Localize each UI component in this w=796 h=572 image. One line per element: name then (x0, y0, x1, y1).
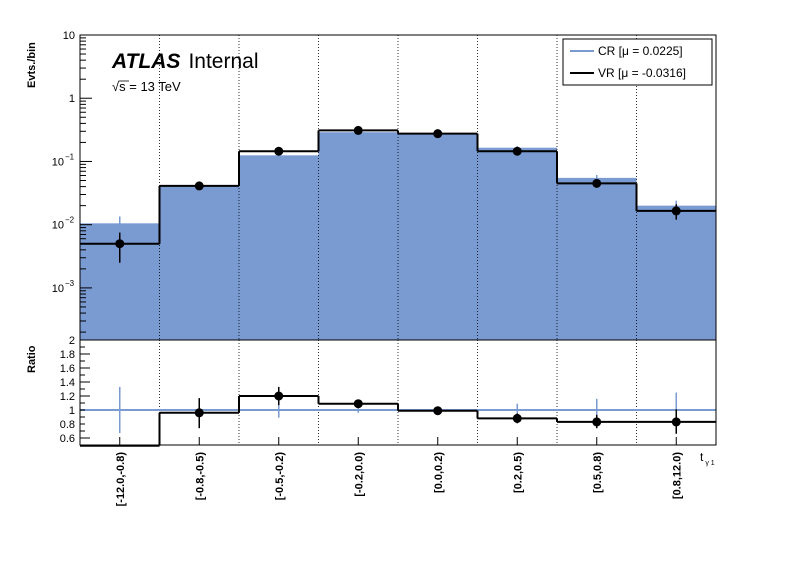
legend-cr-label: CR [μ = 0.0225] (598, 44, 683, 58)
ratio-y-tick-label-5: 1.4 (60, 377, 75, 389)
x-category-label-3: [-0.5,-0.2) (274, 452, 286, 501)
ratio-y-tick-label-3: 1 (69, 405, 75, 417)
x-axis-title-sub: γ 1 (705, 460, 714, 467)
x-category-label-5: [0.0,0.2) (433, 452, 445, 493)
atlas-status: Internal (188, 50, 258, 73)
vr-point-6 (512, 146, 522, 156)
ratio-y-tick-label-7: 1.8 (60, 349, 75, 361)
cr-bar-8 (636, 205, 716, 340)
vr-point-8 (671, 206, 681, 216)
main-y-tick-label-4: 10 (52, 220, 64, 232)
vr-point-3 (274, 146, 284, 156)
legend-vr-label: VR [μ = -0.0316] (598, 66, 686, 80)
main-y-tick-label-2: 1 (69, 93, 75, 105)
ratio-y-tick-label-2: 0.8 (60, 419, 75, 431)
main-y-tick-label-5: 10 (52, 283, 64, 295)
vr-point-2 (194, 181, 204, 191)
ratio-y-axis: 0.6 0.8 1 1.2 1.4 1.6 1.8 2 (60, 335, 90, 446)
main-y-tick-exp-4: −2 (65, 216, 75, 225)
main-y-axis-title: Evts./bin (26, 42, 38, 88)
vr-point-1 (115, 239, 125, 249)
vr-point-7 (592, 178, 602, 188)
cr-bar-7 (557, 177, 637, 340)
vr-point-4 (353, 125, 363, 135)
x-category-label-7: [0.5,0.8) (592, 452, 604, 493)
ratio-x-axis: [-12.0,-0.8) [-0.8,-0.5) [-0.5,-0.2) [-0.2,… (115, 437, 683, 507)
legend-box (562, 38, 713, 86)
ratio-y-axis-title: Ratio (26, 345, 38, 373)
main-y-tick-exp-3: −1 (65, 152, 75, 161)
x-category-label-2: [-0.8,-0.5) (194, 452, 206, 501)
main-y-tick-exp-5: −3 (65, 279, 75, 288)
x-axis-title-main: t (700, 450, 704, 464)
x-category-label-8: [0.8,12.0) (671, 452, 683, 499)
ratio-panel: 0.60.811.21.41.61.82 Ratio [-12.0,-0.8)[… (26, 335, 717, 507)
ratio-y-tick-label-1: 0.6 (60, 433, 75, 445)
ratio-frame (79, 339, 717, 446)
main-y-tick-label-3: 10 (52, 156, 64, 168)
ratio-y-tick-label-6: 1.6 (60, 363, 75, 375)
cr-bar-4 (318, 132, 398, 340)
main-y-tick-label-1: 10 (63, 30, 75, 42)
ratio-vr-point-7 (592, 417, 602, 427)
vr-point-5 (433, 129, 443, 139)
x-category-label-4: [-0.2,0.0) (353, 452, 365, 497)
atlas-label: ATLAS Internal (111, 50, 258, 73)
ratio-vr-series (80, 386, 716, 447)
ratio-y-tick-label-8: 2 (69, 335, 75, 347)
atlas-experiment: ATLAS (111, 50, 180, 73)
energy-label: √s = 13 TeV (112, 79, 181, 94)
x-category-label-6: [0.2,0.5) (512, 452, 524, 493)
energy-value: = 13 TeV (126, 79, 181, 94)
ratio-vr-point-5 (433, 406, 443, 416)
cr-bar-2 (159, 185, 239, 340)
energy-sqrt: √s (112, 79, 126, 94)
cr-bar-5 (398, 134, 478, 340)
ratio-vr-point-6 (512, 413, 522, 423)
x-category-label-1: [-12.0,-0.8) (115, 452, 127, 507)
cr-bar-6 (477, 147, 557, 340)
cr-bar-3 (239, 155, 319, 340)
ratio-vr-point-8 (671, 417, 681, 427)
vr-histogram (80, 125, 716, 263)
ratio-vr-point-4 (353, 399, 363, 409)
ratio-y-tick-label-4: 1.2 (60, 391, 75, 403)
ratio-vr-point-3 (274, 391, 284, 401)
ratio-vr-point-2 (194, 408, 204, 418)
legend: CR [μ = 0.0225] VR [μ = -0.0316] (562, 38, 713, 86)
